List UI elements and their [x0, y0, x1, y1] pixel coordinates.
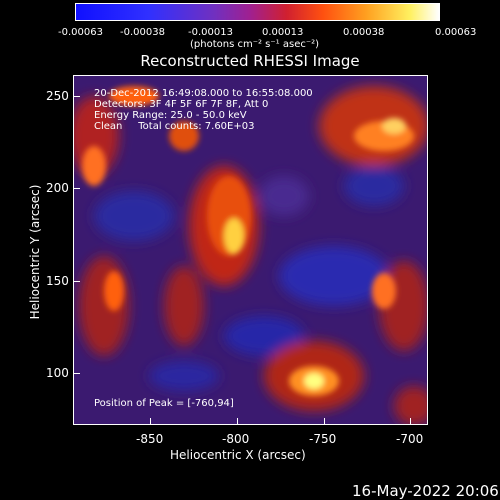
info-time: 20-Dec-2012 16:49:08.000 to 16:55:08.000: [94, 88, 313, 99]
colorbar-tick: -0.00013: [188, 27, 233, 38]
y-tick-label: 100: [46, 366, 69, 380]
y-tickmark: [73, 281, 80, 282]
x-tickmark: [150, 418, 151, 425]
rhessi-image-map: [74, 76, 427, 424]
x-tick-label: -850: [136, 432, 164, 446]
image-title: Reconstructed RHESSI Image: [140, 52, 360, 70]
y-tickmark: [73, 373, 80, 374]
colorbar-tick: 0.00063: [435, 27, 477, 38]
x-tickmark: [410, 418, 411, 425]
y-tick-label: 250: [46, 89, 69, 103]
colorbar: [75, 3, 440, 21]
y-tick-label: 150: [46, 274, 69, 288]
y-tickmark: [73, 188, 80, 189]
x-tickmark: [324, 418, 325, 425]
y-tickmark: [73, 96, 80, 97]
x-tick-label: -800: [222, 432, 250, 446]
y-tick-label: 200: [46, 181, 69, 195]
colorbar-tick: -0.00063: [58, 27, 103, 38]
colorbar-tick: 0.00038: [343, 27, 385, 38]
rhessi-image: [73, 75, 428, 425]
x-tick-label: -750: [309, 432, 337, 446]
timestamp-footer: 16-May-2022 20:06: [352, 482, 499, 500]
colorbar-tick: 0.00013: [262, 27, 304, 38]
info-detectors: Detectors: 3F 4F 5F 6F 7F 8F, Att 0: [94, 99, 269, 110]
colorbar-tick: -0.00038: [120, 27, 165, 38]
info-energy: Energy Range: 25.0 - 50.0 keV: [94, 110, 247, 121]
x-tick-label: -700: [396, 432, 424, 446]
y-axis-label: Heliocentric Y (arcsec): [28, 184, 42, 320]
info-clean: Clean Total counts: 7.60E+03: [94, 121, 255, 132]
colorbar-unit: (photons cm⁻² s⁻¹ asec⁻²): [190, 39, 320, 50]
x-axis-label: Heliocentric X (arcsec): [170, 448, 306, 462]
x-tickmark: [237, 418, 238, 425]
peak-position: Position of Peak = [-760,94]: [94, 398, 234, 409]
